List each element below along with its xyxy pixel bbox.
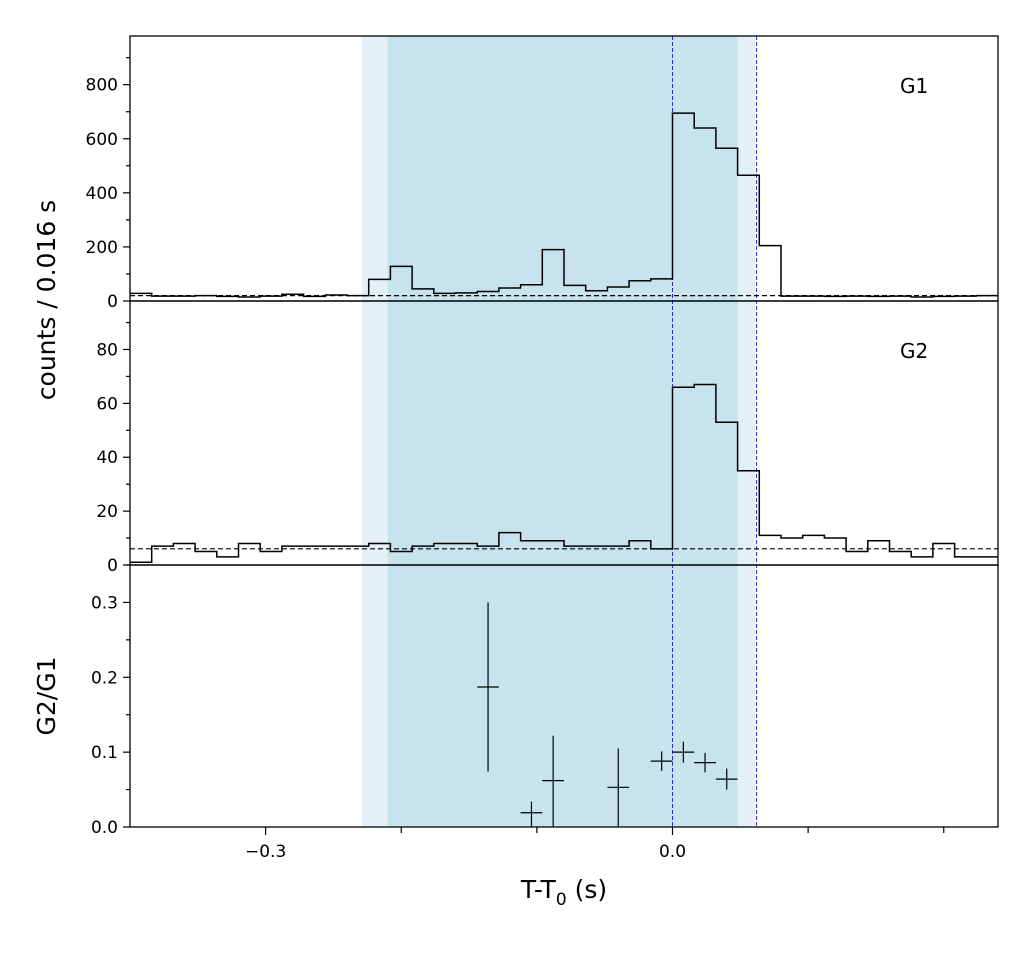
y-tick-label: 0 (107, 292, 118, 312)
ratio-point-7 (715, 768, 738, 790)
g2-label: G2 (900, 339, 928, 363)
counts-axis-label: counts / 0.016 s (32, 200, 61, 400)
y-tick-label: 80 (96, 340, 118, 360)
y-tick-label: 40 (96, 448, 118, 468)
g1-label: G1 (900, 74, 928, 98)
ratio-point-6 (694, 752, 716, 773)
g2-panel (130, 383, 998, 564)
ratio-point-4 (650, 751, 673, 771)
x-axis-label-subscript: 0 (556, 890, 567, 910)
y-tick-label: 0 (107, 556, 118, 576)
axes-frames (129, 35, 999, 828)
y-tick-label: 0.1 (91, 743, 118, 763)
light-curve-G1 (130, 112, 998, 298)
light-curve-G2 (130, 383, 998, 564)
y-tick-label: 200 (86, 238, 118, 258)
x-axis-label: T-T0 (s) (520, 875, 607, 910)
y-tick-label: 0.2 (91, 668, 118, 688)
x-tick-label: −0.3 (245, 842, 286, 862)
ratio-panel (477, 602, 738, 827)
y-tick-label: 0.0 (91, 818, 118, 838)
g1-panel (130, 112, 998, 298)
ratio-point-0 (477, 602, 499, 772)
x-tick-label: 0.0 (659, 842, 686, 862)
shaded-intervals (361, 36, 756, 827)
axis-ticks: 0 200 400 600 800 0 20 40 60 80 0.0 0.1 0.2 0.3 −0.3 0.… (86, 57, 945, 862)
y-tick-label: 600 (86, 130, 118, 150)
y-tick-label: 800 (86, 76, 118, 96)
ratio-point-1 (520, 801, 543, 827)
y-tick-label: 400 (86, 184, 118, 204)
ratio-point-3 (607, 748, 630, 827)
y-tick-label: 0.3 (91, 593, 118, 613)
shaded-region-1 (387, 36, 738, 827)
ratio-point-5 (672, 741, 695, 763)
x-axis-label-unit: (s) (567, 875, 607, 904)
y-tick-label: 20 (96, 502, 118, 522)
y-tick-label: 60 (96, 394, 118, 414)
ratio-point-2 (542, 735, 564, 827)
axes-frame-2 (129, 564, 999, 828)
x-axis-label-main: T-T (520, 875, 557, 904)
ratio-axis-label: G2/G1 (32, 657, 61, 736)
